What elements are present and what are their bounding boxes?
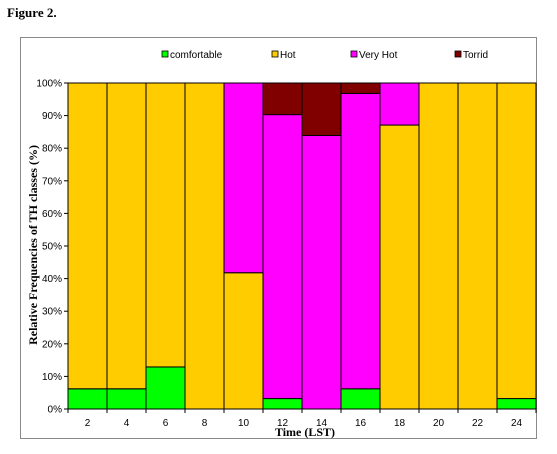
bar-segment-comfortable-24	[496, 398, 537, 410]
legend: comfortable Hot Very Hot Torrid	[161, 50, 488, 61]
bar-segment-hot-20	[418, 82, 459, 410]
legend-swatch-very-hot	[350, 50, 358, 58]
bar-segment-hot-6	[145, 82, 186, 368]
bar-segment-hot-4	[106, 82, 147, 390]
x-tick-label: 12	[277, 418, 289, 429]
legend-label-torrid: Torrid	[463, 50, 488, 61]
x-tick-label: 14	[316, 418, 328, 429]
x-tick-label: 20	[433, 418, 445, 429]
bar-segment-hot-8	[184, 82, 225, 410]
bar-segment-very-hot-12	[262, 114, 303, 400]
x-tick-label: 24	[511, 418, 523, 429]
bar-segment-comfortable-16	[340, 388, 381, 410]
x-tick-label: 8	[202, 418, 208, 429]
y-tick-label: 80%	[42, 144, 62, 155]
legend-swatch-comfortable	[161, 50, 169, 58]
bar-segment-comfortable-2	[67, 388, 108, 410]
x-tick-label: 18	[394, 418, 406, 429]
bar-segment-comfortable-12	[262, 398, 303, 410]
bar-segment-torrid-12	[262, 82, 303, 116]
y-axis-title: Relative Frequencies of TH classes (%)	[26, 145, 40, 345]
x-tick-label: 2	[85, 418, 91, 429]
y-tick-label: 100%	[36, 79, 62, 90]
bar-segment-very-hot-16	[340, 92, 381, 390]
x-tick-label: 6	[163, 418, 169, 429]
bar-segment-very-hot-18	[379, 82, 420, 126]
bar-segment-comfortable-4	[106, 388, 147, 410]
y-tick-label: 20%	[42, 339, 62, 350]
bar-segment-hot-18	[379, 124, 420, 410]
x-tick-label: 10	[238, 418, 250, 429]
y-tick-label: 0%	[48, 405, 63, 416]
y-tick-label: 10%	[42, 372, 62, 383]
x-tick-label: 16	[355, 418, 367, 429]
bar-segment-torrid-14	[301, 82, 342, 136]
x-tick-label: 4	[124, 418, 130, 429]
legend-swatch-hot	[271, 50, 279, 58]
legend-label-hot: Hot	[280, 50, 296, 61]
y-tick-label: 90%	[42, 111, 62, 122]
bar-segment-hot-10	[223, 272, 264, 410]
bar-segment-hot-22	[457, 82, 498, 410]
legend-label-very-hot: Very Hot	[359, 50, 398, 61]
y-tick-label: 40%	[42, 274, 62, 285]
bar-segment-torrid-16	[340, 82, 381, 94]
bar-segment-hot-2	[67, 82, 108, 390]
legend-label-comfortable: comfortable	[170, 50, 223, 61]
bar-segment-hot-24	[496, 82, 537, 400]
legend-swatch-torrid	[454, 50, 462, 58]
y-tick-label: 50%	[42, 242, 62, 253]
bar-segment-very-hot-14	[301, 134, 342, 410]
x-tick-label: 22	[472, 418, 484, 429]
y-tick-label: 60%	[42, 209, 62, 220]
y-tick-label: 70%	[42, 176, 62, 187]
bar-segment-comfortable-6	[145, 366, 186, 410]
axes: 0%10%20%30%40%50%60%70%80%90%100%2 4 6 8 10 1…	[36, 79, 537, 429]
x-axis-title: Time (LST)	[275, 425, 335, 439]
y-tick-label: 30%	[42, 307, 62, 318]
figure-label: Figure 2.	[7, 5, 57, 20]
bar-segment-very-hot-10	[223, 82, 264, 274]
bars	[67, 82, 537, 410]
